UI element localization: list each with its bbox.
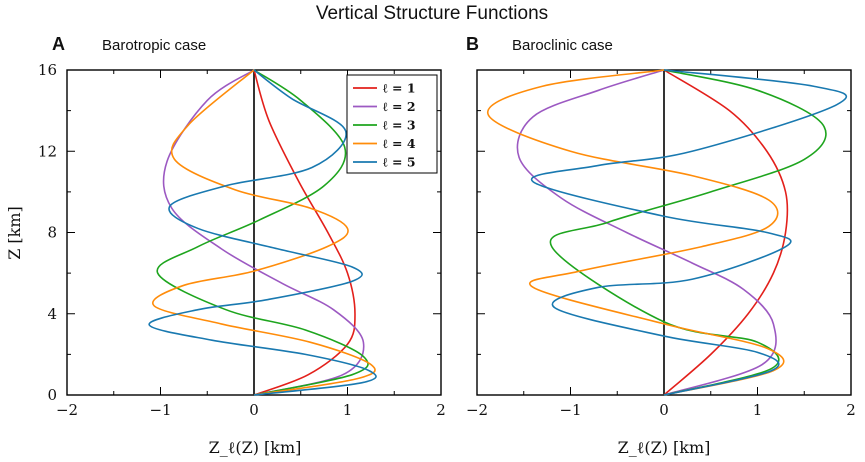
legend-label-l3: ℓ = 3 [382, 118, 416, 133]
panel-b-series-l1 [663, 69, 789, 396]
legend-label-l5: ℓ = 5 [382, 155, 416, 170]
panel-a-label: A [52, 34, 65, 54]
legend-label-l4: ℓ = 4 [382, 136, 416, 151]
panel-b-x-tick-label: 1 [753, 401, 763, 419]
panel-a-y-tick-label: 4 [47, 305, 57, 323]
panel-b-series-l4 [487, 69, 785, 396]
panel-a-title: Barotropic case [102, 37, 206, 54]
legend-box [346, 74, 438, 174]
panel-b-x-tick-label: −2 [466, 401, 488, 419]
panel-b-label: B [466, 34, 479, 54]
panel-a-series-l4 [151, 69, 376, 396]
panel-b-title: Baroclinic case [512, 37, 613, 54]
legend-label-l2: ℓ = 2 [382, 99, 416, 114]
panel-b-series-l3 [549, 69, 827, 396]
panel-a-x-tick-label: 2 [436, 401, 446, 419]
panel-b-xlabel: Z_ℓ(Z) [km] [618, 438, 711, 457]
panel-b-x-tick-label: 0 [659, 401, 669, 419]
panel-b-x-tick-label: −1 [559, 401, 581, 419]
panel-b-series-l5 [530, 69, 848, 396]
legend-label-l1: ℓ = 1 [382, 81, 416, 96]
panel-a-x-tick-label: 1 [343, 401, 353, 419]
panel-a-series-l1 [253, 69, 356, 396]
panel-b: B Baroclinic case −2 −1 0 1 2 Z_ℓ(Z) [km] [466, 34, 856, 457]
figure-title: Vertical Structure Functions [316, 3, 548, 24]
panel-b-series-l2 [516, 69, 777, 396]
panel-b-plot: −2 −1 0 1 2 [466, 69, 856, 419]
panel-a-series-l3 [156, 69, 369, 396]
panel-a-xlabel: Z_ℓ(Z) [km] [209, 438, 302, 457]
panel-b-x-tick-label: 2 [846, 401, 856, 419]
panel-a-x-tick-label: −1 [149, 401, 171, 419]
panel-a-x-tick-label: −2 [56, 401, 78, 419]
panel-a-y-tick-label: 16 [38, 61, 57, 79]
panel-a-y-tick-label: 12 [38, 142, 57, 160]
legend: ℓ = 1 ℓ = 2 ℓ = 3 ℓ = 4 ℓ = 5 [346, 74, 438, 174]
panel-a-series-l5 [148, 69, 377, 396]
panel-a-x-tick-label: 0 [249, 401, 259, 419]
panel-a-y-tick-label: 8 [47, 224, 57, 242]
y-axis-label: Z [km] [5, 206, 24, 260]
panel-a-y-tick-label: 0 [47, 386, 57, 404]
